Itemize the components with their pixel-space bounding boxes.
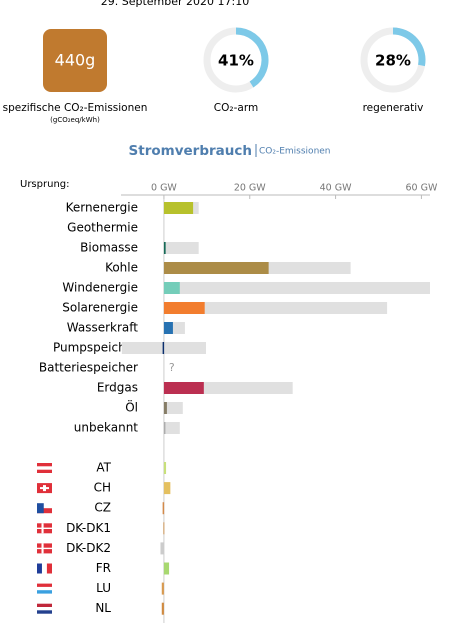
- chart-subtitle[interactable]: CO₂-Emissionen: [259, 147, 331, 157]
- zone-label: NL: [95, 601, 111, 615]
- production-bar: [162, 342, 165, 354]
- production-bar: [163, 242, 166, 254]
- zone-label: FR: [96, 561, 111, 575]
- capacity-bar: [163, 402, 183, 414]
- flag: [46, 563, 52, 574]
- low-carbon-caption: CO₂-arm: [214, 102, 258, 114]
- donut-arc: [392, 27, 426, 67]
- flag: [37, 583, 52, 587]
- flag: [37, 586, 52, 591]
- category-label: Geothermie: [67, 221, 138, 235]
- category-label: Biomasse: [80, 241, 138, 255]
- capacity-bar: [163, 242, 199, 254]
- intensity-unit: (gCO₂eq/kWh): [50, 116, 100, 124]
- production-bar: [163, 202, 194, 214]
- production-bar: [163, 322, 173, 334]
- value-label: ?: [169, 361, 175, 374]
- production-bar: [163, 302, 205, 314]
- category-label: unbekannt: [74, 421, 139, 435]
- exchange-bar: [163, 522, 165, 535]
- flag: [37, 466, 52, 470]
- donut-arc: [235, 27, 269, 88]
- category-label: Solarenergie: [62, 301, 138, 315]
- zone-label: CZ: [94, 501, 111, 515]
- x-tick-label: 20 GW: [234, 183, 266, 194]
- production-bar: [163, 282, 180, 294]
- category-label: Pumpspeicher: [53, 341, 138, 355]
- production-bar: [163, 422, 166, 434]
- flag: [37, 610, 52, 614]
- chart-title: Stromverbrauch: [129, 143, 252, 159]
- category-label: Kernenergie: [66, 201, 138, 215]
- category-label: Windenergie: [62, 281, 138, 295]
- category-label: Erdgas: [97, 381, 138, 395]
- flag: [37, 503, 44, 514]
- zone-label: AT: [96, 461, 111, 475]
- x-tick-label: 60 GW: [405, 183, 437, 194]
- zone-label: DK-DK1: [66, 521, 111, 535]
- x-tick-label: 0 GW: [151, 183, 177, 194]
- renewable-caption: regenerativ: [363, 102, 424, 114]
- flag: [41, 563, 48, 574]
- category-label: Batteriespeicher: [39, 361, 138, 375]
- capacity-bar: [163, 302, 388, 314]
- exchange-bar: [160, 542, 164, 555]
- flag: [37, 527, 52, 529]
- intensity-box: [43, 29, 107, 92]
- category-label: Kohle: [105, 261, 138, 275]
- zone-label: LU: [96, 581, 111, 595]
- x-tick-label: 40 GW: [320, 183, 352, 194]
- flag: [37, 563, 43, 574]
- exchange-bar: [161, 602, 164, 615]
- intensity-caption: spezifische CO₂-Emissionen: [3, 102, 148, 114]
- axis-label: Ursprung:: [20, 179, 70, 190]
- production-bar: [163, 262, 269, 274]
- production-bar: [163, 382, 204, 394]
- flag: [37, 508, 52, 514]
- flag: [37, 547, 52, 550]
- category-label: Öl: [125, 399, 138, 415]
- capacity-bar: [163, 282, 430, 294]
- production-bar: [163, 402, 167, 414]
- flag: [37, 603, 52, 608]
- flag: [37, 503, 52, 509]
- low-carbon-value: 41%: [218, 52, 254, 70]
- flag: [37, 590, 52, 594]
- renewable-value: 28%: [375, 52, 411, 70]
- exchange-bar: [163, 482, 171, 495]
- intensity-value: 440g: [55, 51, 96, 70]
- exchange-bar: [162, 502, 165, 515]
- category-label: Wasserkraft: [67, 321, 139, 335]
- flag: [37, 607, 52, 611]
- zone-label: CH: [94, 481, 111, 495]
- exchange-bar: [163, 462, 167, 474]
- zone-label: DK-DK2: [66, 541, 111, 555]
- exchange-bar: [163, 562, 170, 575]
- datetime: 29. September 2020 17:10: [101, 0, 249, 8]
- exchange-bar: [161, 582, 164, 595]
- capacity-bar: [163, 422, 180, 434]
- flag: [40, 487, 49, 490]
